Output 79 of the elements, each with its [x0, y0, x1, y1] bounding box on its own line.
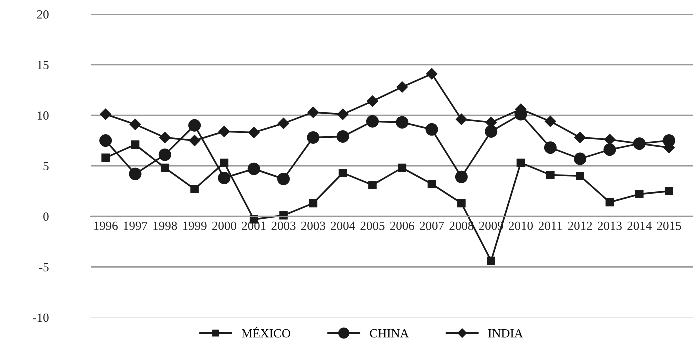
point: [338, 168, 348, 178]
point: [456, 114, 468, 126]
x-tick-label: 2000: [212, 222, 236, 230]
x-tick-label: 2007: [420, 222, 444, 230]
point: [158, 148, 172, 162]
point: [574, 152, 587, 166]
point: [218, 126, 230, 138]
point: [398, 164, 407, 172]
point: [188, 119, 202, 132]
x-tick-label: 1999: [183, 222, 207, 230]
y-tick-label: -10: [33, 314, 49, 322]
point: [248, 162, 260, 176]
y-tick-label: 15: [38, 61, 49, 70]
point: [544, 142, 557, 154]
x-tick-label: 2011: [538, 222, 562, 230]
point: [336, 130, 350, 143]
point: [337, 108, 349, 120]
point: [248, 127, 260, 138]
point: [516, 158, 526, 168]
x-tick-label: 2006: [390, 222, 415, 230]
point: [280, 211, 288, 220]
y-tick-label: -5: [39, 263, 49, 272]
point: [635, 190, 644, 199]
point: [574, 132, 586, 144]
point: [100, 134, 112, 148]
x-tick-label: 2003: [301, 222, 326, 230]
point: [576, 172, 584, 180]
point: [367, 96, 378, 107]
x-tick-label: 2014: [628, 222, 652, 230]
point: [220, 158, 229, 168]
x-tick-label: 2012: [568, 222, 592, 230]
point: [308, 106, 320, 118]
y-tick-label: 20: [37, 10, 49, 19]
point: [458, 199, 466, 208]
point: [102, 154, 110, 162]
legend-label: INDIA: [488, 329, 524, 338]
point: [160, 132, 171, 144]
point: [396, 82, 408, 93]
point: [604, 134, 616, 146]
y-tick-label: 5: [44, 162, 49, 171]
point: [366, 115, 379, 128]
point: [487, 256, 496, 266]
point: [190, 185, 199, 194]
x-tick-label: 1998: [154, 222, 178, 230]
x-tick-label: 2003: [272, 222, 296, 230]
x-tick-label: 2013: [598, 222, 622, 230]
point: [545, 116, 556, 128]
x-tick-label: 2010: [509, 222, 534, 230]
legend-label: CHINA: [370, 329, 410, 338]
point: [428, 180, 436, 188]
point: [546, 170, 555, 180]
x-tick-label: 1997: [124, 222, 148, 230]
point: [131, 140, 140, 149]
y-tick-label: 10: [38, 112, 49, 120]
point: [129, 168, 142, 180]
y-tick-label: 0: [44, 212, 49, 222]
point: [278, 118, 290, 130]
point: [485, 125, 498, 138]
point: [307, 132, 320, 144]
point: [426, 68, 438, 80]
x-tick-label: 1996: [94, 222, 118, 230]
point: [368, 181, 377, 190]
point: [160, 164, 170, 172]
point: [189, 135, 200, 146]
point: [130, 119, 142, 130]
x-tick-label: 2004: [331, 222, 356, 230]
point: [604, 144, 616, 156]
point: [426, 123, 438, 136]
point: [218, 172, 231, 184]
x-tick-label: 2015: [657, 222, 682, 230]
point: [100, 108, 112, 120]
point: [455, 170, 468, 184]
point: [396, 116, 409, 129]
point: [606, 198, 614, 207]
point: [309, 199, 318, 208]
point: [665, 187, 674, 196]
point: [278, 172, 290, 186]
legend-label: MÉXICO: [242, 326, 290, 338]
x-tick-label: 2005: [360, 222, 385, 230]
